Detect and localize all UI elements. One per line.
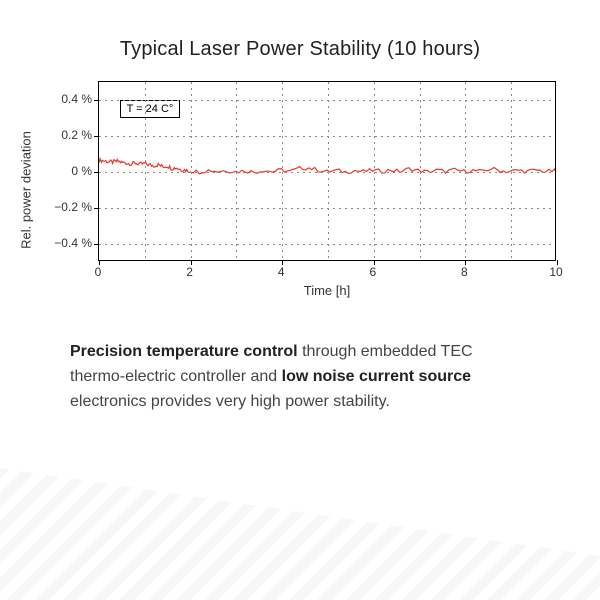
grid-line-vertical bbox=[282, 82, 283, 260]
grid-line-horizontal bbox=[99, 172, 555, 173]
x-axis-label: Time [h] bbox=[98, 283, 556, 298]
desc-bold-span: low noise current source bbox=[282, 368, 471, 385]
y-tick-mark bbox=[94, 244, 99, 245]
grid-line-vertical-minor bbox=[328, 82, 329, 260]
desc-span: electronics provides very high power sta… bbox=[70, 393, 390, 410]
x-tick-label: 0 bbox=[95, 265, 102, 279]
plot-area: T = 24 C° bbox=[98, 81, 556, 261]
y-tick-mark bbox=[94, 172, 99, 173]
desc-bold-span: Precision temperature control bbox=[70, 343, 298, 360]
x-axis-ticks: 0246810 bbox=[98, 261, 556, 281]
grid-line-vertical-minor bbox=[511, 82, 512, 260]
grid-line-vertical bbox=[465, 82, 466, 260]
y-tick-label: −0.4 % bbox=[54, 236, 92, 250]
y-tick-mark bbox=[94, 136, 99, 137]
x-tick-label: 2 bbox=[186, 265, 193, 279]
grid-line-horizontal bbox=[99, 208, 555, 209]
x-tick-label: 6 bbox=[369, 265, 376, 279]
grid-line-horizontal bbox=[99, 100, 555, 101]
y-tick-mark bbox=[94, 100, 99, 101]
x-tick-label: 8 bbox=[461, 265, 468, 279]
chart-title: Typical Laser Power Stability (10 hours) bbox=[0, 0, 600, 81]
y-axis-ticks: −0.4 % −0.2 % 0 % 0.2 % 0.4 % bbox=[44, 81, 98, 261]
data-line bbox=[99, 82, 555, 260]
grid-line-vertical-minor bbox=[145, 82, 146, 260]
grid-line-horizontal bbox=[99, 136, 555, 137]
grid-line-horizontal bbox=[99, 244, 555, 245]
grid-line-vertical-minor bbox=[420, 82, 421, 260]
y-tick-label: 0.2 % bbox=[61, 128, 92, 142]
content-container: Typical Laser Power Stability (10 hours)… bbox=[0, 0, 600, 414]
description-text: Precision temperature control through em… bbox=[70, 340, 530, 414]
y-tick-label: −0.2 % bbox=[54, 200, 92, 214]
grid-line-vertical bbox=[374, 82, 375, 260]
y-tick-label: 0 % bbox=[71, 164, 92, 178]
chart-container: Rel. power deviation −0.4 %−0.2 %0 %0.2 … bbox=[44, 81, 556, 298]
grid-line-vertical bbox=[191, 82, 192, 260]
x-tick-label: 4 bbox=[278, 265, 285, 279]
grid-line-vertical-minor bbox=[236, 82, 237, 260]
x-tick-label: 10 bbox=[549, 265, 562, 279]
y-tick-mark bbox=[94, 208, 99, 209]
y-axis-label: Rel. power deviation bbox=[19, 131, 34, 249]
y-tick-label: 0.4 % bbox=[61, 92, 92, 106]
